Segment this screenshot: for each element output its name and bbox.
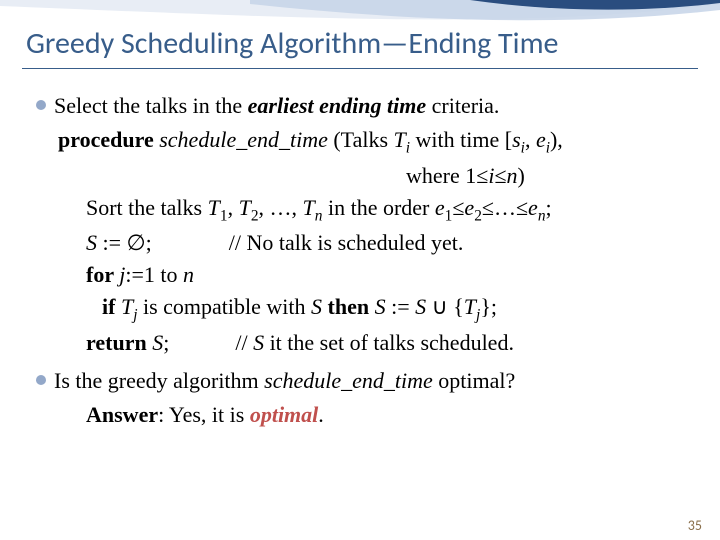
bullet-text: Select the talks in the earliest ending … [54, 90, 690, 122]
slide-title: Greedy Scheduling Algorithm—Ending Time [26, 28, 558, 60]
proc-line: procedure schedule_end_time (Talks Ti wi… [36, 124, 690, 160]
bullet-text: Is the greedy algorithm schedule_end_tim… [54, 365, 690, 397]
slide-body: Select the talks in the earliest ending … [36, 90, 690, 430]
return-line: return S; // S it the set of talks sched… [36, 327, 690, 359]
swoosh-light [0, 0, 720, 19]
sort-line: Sort the talks T1, T2, …, Tn in the orde… [36, 192, 690, 228]
bullet-icon [36, 375, 46, 385]
if-line: if Tj is compatible with S then S := S ∪… [36, 291, 690, 327]
page-number: 35 [688, 517, 702, 534]
optimal-word: optimal [250, 402, 318, 427]
where-line: where 1≤i≤n) [36, 160, 690, 192]
answer-line: Answer: Yes, it is optimal. [36, 399, 690, 431]
bullet-item: Is the greedy algorithm schedule_end_tim… [36, 365, 690, 397]
sinit-line: S := ∅; // No talk is scheduled yet. [36, 227, 690, 259]
bullet-icon [36, 100, 46, 110]
swoosh-dark [470, 0, 720, 10]
title-underline [22, 68, 698, 69]
swoosh-mid [250, 0, 720, 20]
bullet-item: Select the talks in the earliest ending … [36, 90, 690, 122]
for-line: for j:=1 to n [36, 259, 690, 291]
